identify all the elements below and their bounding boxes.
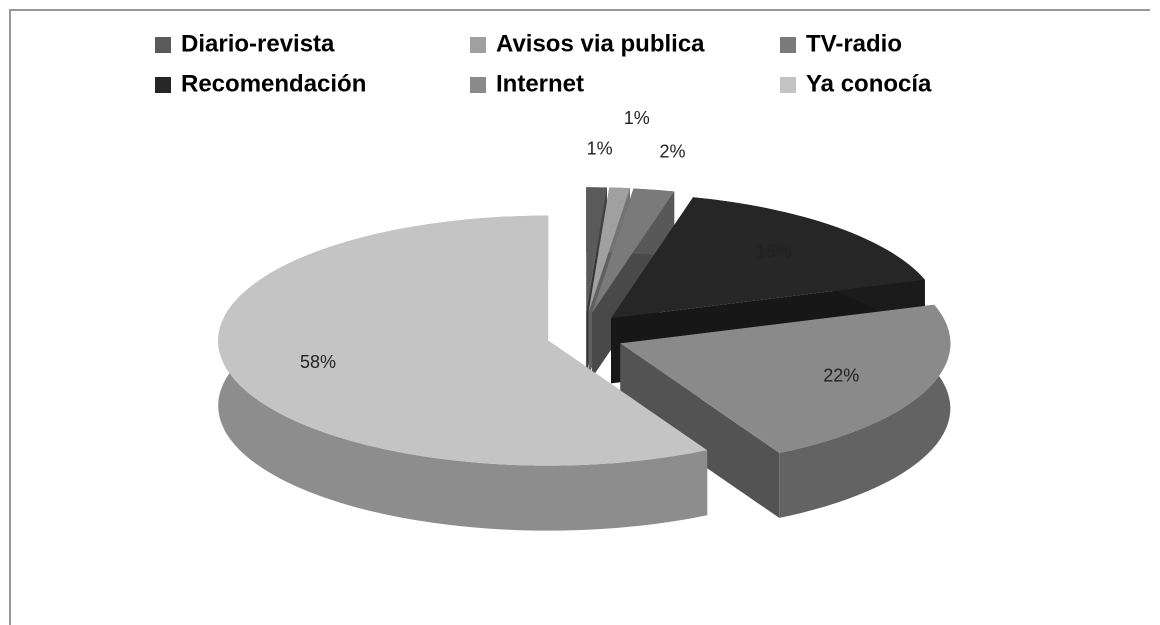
value-label: 58%	[300, 352, 336, 372]
legend-label: Avisos via publica	[496, 30, 705, 57]
frame	[9, 9, 1150, 625]
pie-slice	[611, 197, 925, 319]
legend-swatch	[780, 77, 796, 93]
legend-label: Recomendación	[181, 70, 366, 97]
pie-wall	[620, 343, 780, 518]
legend-label: Diario-revista	[181, 30, 335, 57]
pie-slice	[218, 215, 708, 466]
value-label: 2%	[659, 142, 685, 162]
pie-slice	[592, 188, 675, 313]
value-label: 1%	[587, 139, 613, 159]
legend-label: Internet	[496, 70, 584, 97]
pie-slice	[620, 304, 951, 453]
legend-swatch	[155, 77, 171, 93]
pie-slice	[588, 187, 630, 313]
legend-swatch	[780, 37, 796, 53]
value-labels: 1% 1% 2% 16% 22% 58%	[300, 108, 859, 385]
legend: Diario-revista Avisos via publica TV-radio…	[155, 30, 932, 97]
legend-swatch	[155, 37, 171, 53]
pie-side	[779, 304, 951, 518]
value-label: 1%	[624, 108, 650, 128]
pie-tops	[218, 187, 951, 466]
legend-swatch	[470, 37, 486, 53]
value-label: 16%	[756, 242, 792, 262]
legend-label: TV-radio	[806, 30, 902, 57]
value-label: 22%	[823, 365, 859, 385]
legend-label: Ya conocía	[806, 70, 932, 97]
pie-slice	[586, 187, 607, 313]
legend-swatch	[470, 77, 486, 93]
